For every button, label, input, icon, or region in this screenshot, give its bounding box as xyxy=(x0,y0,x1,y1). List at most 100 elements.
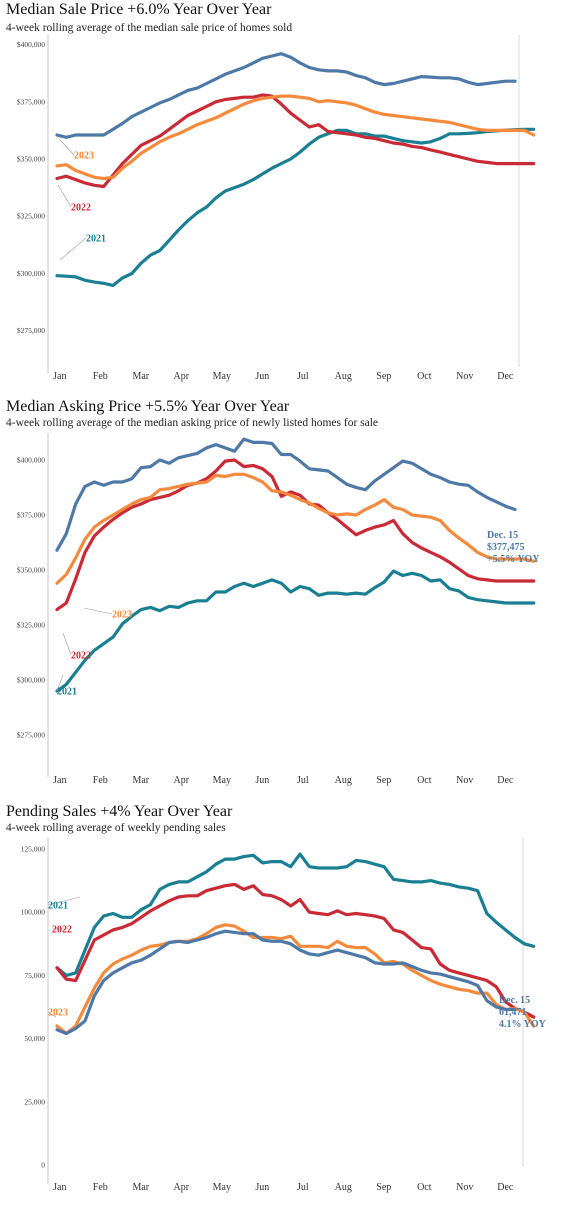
x-tick-label: Sep xyxy=(376,371,391,382)
series-line-2023 xyxy=(55,472,536,585)
x-tick-label: Jan xyxy=(53,371,66,382)
chart-subtitle: 4-week rolling average of the median ask… xyxy=(6,417,379,429)
x-tick-label: Jan xyxy=(53,775,66,786)
x-tick-label: Jun xyxy=(255,371,269,382)
series-label-leader xyxy=(47,1011,57,1018)
series-label-2021: 2021 xyxy=(57,687,77,698)
series-label-leader xyxy=(59,237,87,261)
y-tick-label: $300,000 xyxy=(17,676,45,685)
x-tick-label: Sep xyxy=(376,775,391,786)
chart-panel-pending-sales: Pending Sales +4% Year Over Year 4-week … xyxy=(0,801,563,1200)
y-tick-label: $375,000 xyxy=(17,511,45,520)
annotation-text: 4.1% YOY xyxy=(499,1019,547,1030)
annotation-text: +5.5% YOY xyxy=(487,554,540,565)
chart-title: Pending Sales +4% Year Over Year xyxy=(6,803,233,820)
series-label-leader xyxy=(83,607,113,615)
series-label-2023: 2023 xyxy=(74,151,94,162)
pending-sales-chart: 0 25,000 50,000 75,000 100,000 125,000 Jan Feb M… xyxy=(21,837,547,1193)
series-label-leader xyxy=(59,139,75,156)
series-label-2022: 2022 xyxy=(52,925,72,936)
x-tick-label: Apr xyxy=(174,1182,190,1193)
x-tick-label: Mar xyxy=(132,371,149,382)
x-tick-label: Dec xyxy=(497,1182,514,1193)
x-tick-label: Aug xyxy=(335,775,352,786)
chart-title: Median Sale Price +6.0% Year Over Year xyxy=(6,1,272,18)
x-tick-label: May xyxy=(213,371,231,382)
series-label-leader xyxy=(62,632,72,656)
x-tick-label: Apr xyxy=(174,775,190,786)
series-line-2022 xyxy=(55,882,536,1019)
x-tick-label: Apr xyxy=(174,371,190,382)
chart-subtitle: 4-week rolling average of weekly pending… xyxy=(6,822,226,834)
series-line-current xyxy=(55,929,517,1036)
series-line-2021 xyxy=(55,852,536,977)
y-tick-label: 0 xyxy=(41,1161,45,1170)
x-tick-label: Feb xyxy=(93,1182,108,1193)
x-tick-label: May xyxy=(213,1182,231,1193)
series-line-2021 xyxy=(55,127,536,287)
y-tick-label: 75,000 xyxy=(24,971,45,980)
series-line-2022 xyxy=(55,458,536,612)
y-tick-label: $400,000 xyxy=(17,456,45,465)
x-tick-label: Nov xyxy=(456,1182,473,1193)
chart-panel-asking-price: Median Asking Price +5.5% Year Over Year… xyxy=(0,397,563,792)
series-line-2022 xyxy=(55,93,536,189)
x-tick-label: Dec xyxy=(497,775,514,786)
y-tick-label: $275,000 xyxy=(17,326,45,335)
y-tick-label: $300,000 xyxy=(17,269,45,278)
series-line-2021 xyxy=(55,569,536,693)
series-label-2023: 2023 xyxy=(112,610,132,621)
x-tick-label: Jun xyxy=(255,1182,269,1193)
annotation-text: 61,471 xyxy=(499,1007,527,1018)
x-tick-label: Nov xyxy=(456,371,473,382)
y-tick-label: $375,000 xyxy=(17,97,45,106)
x-tick-label: Sep xyxy=(376,1182,391,1193)
x-tick-label: Jun xyxy=(255,775,269,786)
x-tick-label: Dec xyxy=(497,371,514,382)
series-label-leader xyxy=(57,184,72,208)
y-tick-label: 100,000 xyxy=(21,908,46,917)
asking-price-chart: $275,000 $300,000 $325,000 $350,000 $375,000… xyxy=(17,433,540,786)
series-line-current xyxy=(55,437,517,552)
x-tick-label: Feb xyxy=(93,371,108,382)
chart-title: Median Asking Price +5.5% Year Over Year xyxy=(6,398,290,415)
y-tick-label: $325,000 xyxy=(17,212,45,221)
chart-subtitle: 4-week rolling average of the median sal… xyxy=(6,22,293,34)
series-line-2023 xyxy=(55,923,536,1036)
x-tick-label: Mar xyxy=(132,775,149,786)
y-tick-label: $350,000 xyxy=(17,566,45,575)
x-tick-label: Oct xyxy=(417,371,432,382)
y-tick-label: $350,000 xyxy=(17,155,45,164)
series-label-leader xyxy=(56,674,64,692)
x-tick-label: Aug xyxy=(335,1182,352,1193)
series-label-leader xyxy=(47,896,81,906)
series-label-2023: 2023 xyxy=(48,1008,68,1019)
annotation-text: $377,475 xyxy=(487,542,525,553)
x-tick-label: Jan xyxy=(53,1182,66,1193)
y-tick-label: 125,000 xyxy=(21,845,46,854)
y-tick-label: 25,000 xyxy=(24,1097,45,1106)
series-label-2022: 2022 xyxy=(71,203,91,214)
series-line-2023 xyxy=(55,94,536,181)
x-tick-label: Nov xyxy=(456,775,473,786)
annotation-text: Dec. 15 xyxy=(487,530,518,541)
x-tick-label: Jul xyxy=(297,1182,309,1193)
chart-panel-sale-price: Median Sale Price +6.0% Year Over Year 4… xyxy=(0,0,563,395)
x-tick-label: Jul xyxy=(297,371,309,382)
x-tick-label: Mar xyxy=(132,1182,149,1193)
y-tick-label: $275,000 xyxy=(17,731,45,740)
sale-price-chart: $275,000 $300,000 $325,000 $350,000 $375,000… xyxy=(17,35,536,382)
series-label-2022: 2022 xyxy=(71,651,91,662)
y-tick-label: $400,000 xyxy=(17,40,45,49)
x-tick-label: Oct xyxy=(417,1182,432,1193)
y-tick-label: $325,000 xyxy=(17,621,45,630)
x-tick-label: Jul xyxy=(297,775,309,786)
series-line-current xyxy=(55,52,517,139)
series-label-2021: 2021 xyxy=(86,234,106,245)
x-tick-label: Aug xyxy=(335,371,352,382)
x-tick-label: Feb xyxy=(93,775,108,786)
series-label-2021: 2021 xyxy=(48,901,68,912)
annotation-text: Dec. 15 xyxy=(499,995,530,1006)
x-tick-label: Oct xyxy=(417,775,432,786)
y-tick-label: 50,000 xyxy=(24,1034,45,1043)
